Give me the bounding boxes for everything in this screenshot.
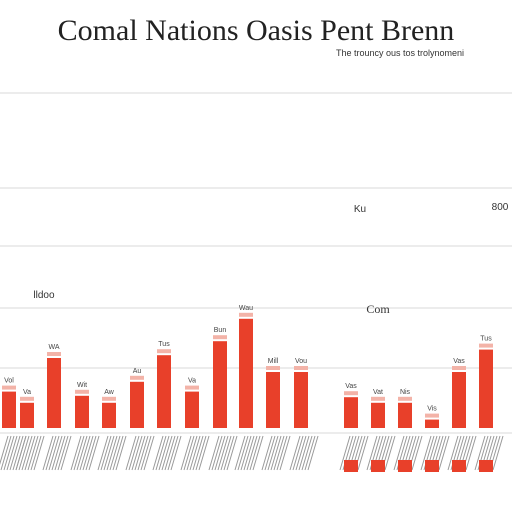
bar-hatch — [289, 435, 319, 471]
bar — [479, 349, 493, 428]
bar-value-label: Nis — [400, 389, 411, 396]
bar — [47, 358, 61, 428]
annotation-com: Com — [366, 302, 390, 316]
bar-value-label: Au — [133, 368, 142, 375]
bar-value-label: Vat — [373, 389, 383, 396]
bar-cap — [2, 385, 16, 390]
chart-subtitle: The trouncy ous tos trolynomeni — [336, 48, 464, 58]
bar-value-label: Vou — [295, 358, 307, 365]
bar — [20, 402, 34, 428]
bar-value-label: Vas — [345, 383, 357, 390]
bar — [425, 419, 439, 428]
gridlines — [0, 92, 512, 434]
bar-hatch — [15, 435, 45, 471]
bar-hatch — [0, 435, 27, 471]
bar — [2, 391, 16, 428]
bar-foot — [452, 460, 466, 472]
annotation-mid: Ku — [354, 204, 366, 215]
bar — [398, 402, 412, 428]
bar-hatch — [180, 435, 210, 471]
bar — [239, 318, 253, 428]
bar-cap — [425, 413, 439, 418]
bar-value-label: Vis — [427, 406, 437, 413]
bar-cap — [20, 396, 34, 401]
bar-value-label: Vol — [4, 378, 14, 385]
bar-value-label: Wit — [77, 382, 87, 389]
bar-hatch — [152, 435, 182, 471]
bar-hatch — [261, 435, 291, 471]
bar-cap — [75, 389, 89, 394]
bar — [371, 402, 385, 428]
bar-cap — [398, 396, 412, 401]
chart-title: Comal Nations Oasis Pent Brenn — [58, 14, 455, 47]
bar-foot — [479, 460, 493, 472]
bar-cap — [102, 396, 116, 401]
bar — [75, 395, 89, 428]
bar-value-label: Tus — [158, 341, 170, 348]
bar-hatch — [42, 435, 72, 471]
bar-hatch — [70, 435, 100, 471]
bar — [452, 372, 466, 428]
bar-cap — [130, 375, 144, 380]
bar-cap — [452, 366, 466, 370]
bar-value-label: WA — [48, 344, 59, 351]
bar-cap — [157, 349, 171, 354]
bar — [185, 391, 199, 428]
bar-foot — [344, 460, 358, 472]
bar-cap — [371, 396, 385, 401]
bar-cap — [479, 343, 493, 348]
bar-value-label: Va — [23, 389, 31, 396]
bar-value-label: Wau — [239, 305, 253, 312]
bar-cap — [266, 366, 280, 370]
bars: Vol Va WA Wit Aw Au Tus Va Bun Wau Mill Vou Vas Vat Ni… — [0, 305, 504, 472]
bar — [102, 402, 116, 428]
bar-foot — [398, 460, 412, 472]
bar-hatch — [234, 435, 264, 471]
bar — [157, 355, 171, 428]
bar-hatch — [125, 435, 155, 471]
bar-cap — [239, 312, 253, 317]
bar-cap — [47, 352, 61, 356]
bar-value-label: Mill — [268, 358, 279, 365]
bar-foot — [425, 460, 439, 472]
annotation-right: 800 — [492, 202, 509, 213]
bar-hatch — [97, 435, 127, 471]
bar-foot — [371, 460, 385, 472]
bar — [266, 372, 280, 428]
bar-cap — [185, 385, 199, 390]
bar — [344, 397, 358, 428]
bar-cap — [294, 366, 308, 370]
bar-value-label: Aw — [104, 389, 115, 396]
bar-hatch — [208, 435, 238, 471]
bar-cap — [213, 335, 227, 340]
bar — [130, 381, 144, 428]
bar-value-label: Tus — [480, 336, 492, 343]
bar-value-label: Vas — [453, 358, 465, 365]
bar-cap — [344, 391, 358, 396]
bar — [213, 341, 227, 428]
bar-value-label: Va — [188, 378, 196, 385]
bar-value-label: Bun — [214, 327, 227, 334]
bar — [294, 372, 308, 428]
annotation-left: lldoo — [33, 290, 55, 301]
